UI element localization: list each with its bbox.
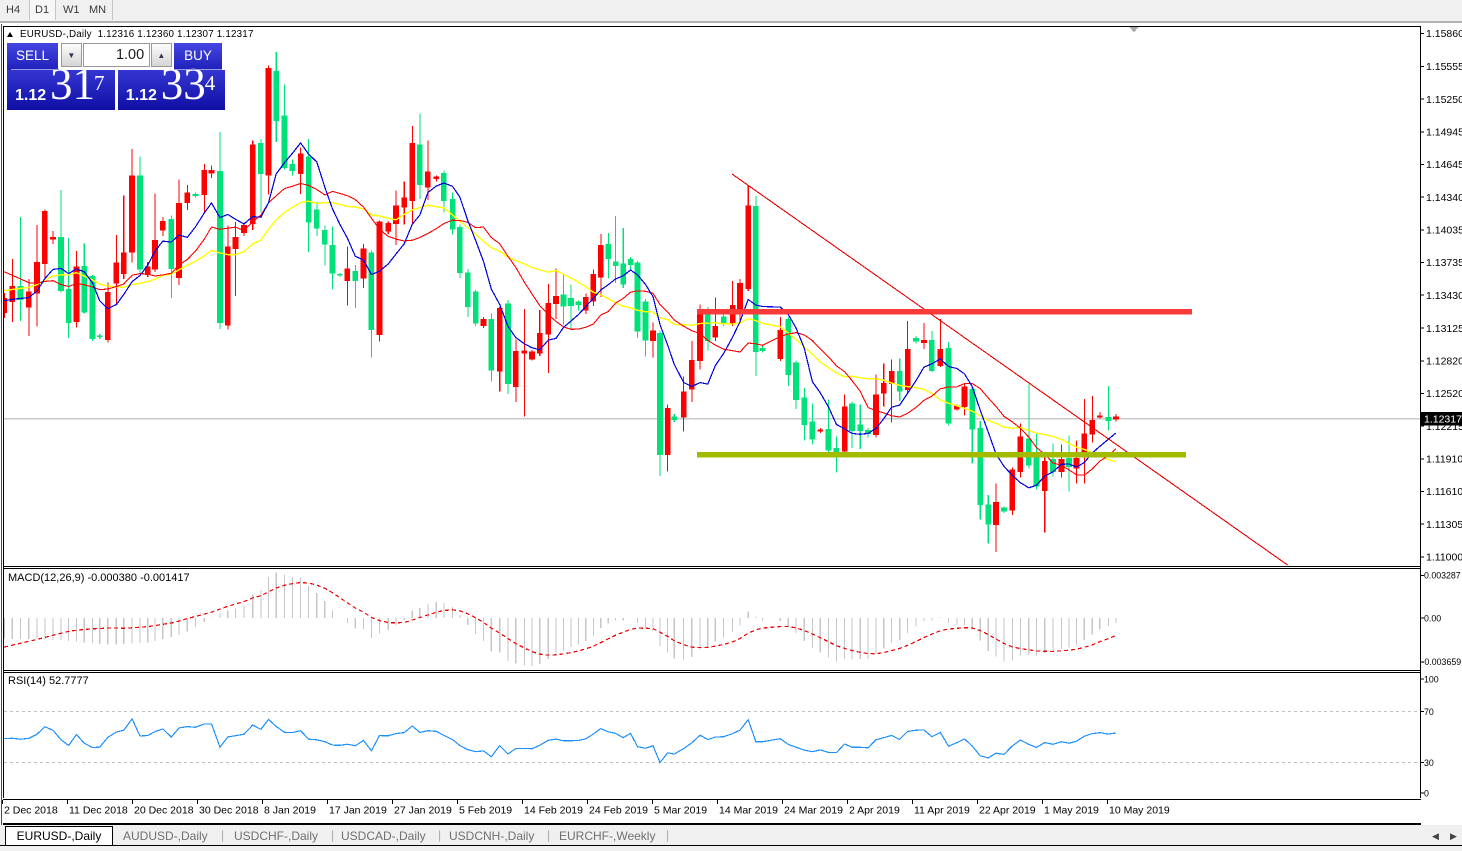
svg-text:27 Jan 2019: 27 Jan 2019 xyxy=(394,805,452,817)
svg-text:1.13735: 1.13735 xyxy=(1426,257,1462,269)
svg-text:1.14945: 1.14945 xyxy=(1426,127,1462,139)
svg-text:0.003287: 0.003287 xyxy=(1424,571,1461,581)
svg-text:100: 100 xyxy=(1424,675,1439,685)
svg-text:1.11305: 1.11305 xyxy=(1426,519,1462,531)
svg-text:1.13125: 1.13125 xyxy=(1426,323,1462,335)
svg-text:1.15555: 1.15555 xyxy=(1426,61,1462,73)
svg-text:1.11610: 1.11610 xyxy=(1426,486,1462,498)
svg-text:11 Dec 2018: 11 Dec 2018 xyxy=(69,805,128,817)
svg-text:-0.003659: -0.003659 xyxy=(1422,657,1462,667)
svg-text:1.11910: 1.11910 xyxy=(1426,454,1462,466)
svg-text:5 Mar 2019: 5 Mar 2019 xyxy=(654,805,707,817)
svg-text:1.14645: 1.14645 xyxy=(1426,159,1462,171)
svg-text:0.00: 0.00 xyxy=(1424,613,1441,623)
svg-text:24 Feb 2019: 24 Feb 2019 xyxy=(589,805,648,817)
svg-text:1.11000: 1.11000 xyxy=(1426,552,1462,564)
svg-text:0: 0 xyxy=(1424,789,1429,799)
svg-text:30: 30 xyxy=(1424,758,1434,768)
svg-text:14 Feb 2019: 14 Feb 2019 xyxy=(524,805,583,817)
svg-text:8 Jan 2019: 8 Jan 2019 xyxy=(264,805,316,817)
svg-text:1.12317: 1.12317 xyxy=(1424,414,1462,426)
svg-text:70: 70 xyxy=(1424,707,1434,717)
svg-text:2 Apr 2019: 2 Apr 2019 xyxy=(849,805,900,817)
svg-text:1 May 2019: 1 May 2019 xyxy=(1044,805,1099,817)
svg-text:17 Jan 2019: 17 Jan 2019 xyxy=(329,805,387,817)
svg-text:24 Mar 2019: 24 Mar 2019 xyxy=(784,805,843,817)
svg-text:14 Mar 2019: 14 Mar 2019 xyxy=(719,805,778,817)
svg-text:5 Feb 2019: 5 Feb 2019 xyxy=(459,805,512,817)
svg-text:1.12820: 1.12820 xyxy=(1426,356,1462,368)
svg-text:10 May 2019: 10 May 2019 xyxy=(1109,805,1170,817)
svg-text:1.15250: 1.15250 xyxy=(1426,94,1462,106)
svg-text:2 Dec 2018: 2 Dec 2018 xyxy=(4,805,58,817)
svg-text:30 Dec 2018: 30 Dec 2018 xyxy=(199,805,259,817)
svg-text:1.12520: 1.12520 xyxy=(1426,388,1462,400)
svg-text:1.14035: 1.14035 xyxy=(1426,225,1462,237)
svg-text:22 Apr 2019: 22 Apr 2019 xyxy=(979,805,1036,817)
svg-text:11 Apr 2019: 11 Apr 2019 xyxy=(914,805,970,817)
svg-text:1.15860: 1.15860 xyxy=(1426,28,1462,40)
svg-text:20 Dec 2018: 20 Dec 2018 xyxy=(134,805,194,817)
svg-text:1.13430: 1.13430 xyxy=(1426,290,1462,302)
svg-text:1.14340: 1.14340 xyxy=(1426,192,1462,204)
